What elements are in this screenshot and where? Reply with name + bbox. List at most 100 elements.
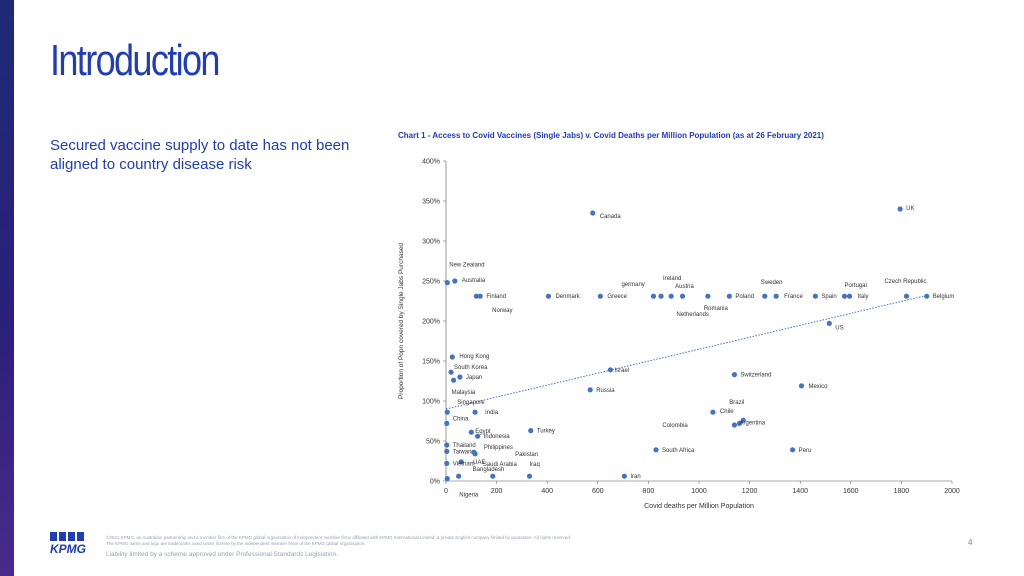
point-label: Portugal	[844, 283, 866, 289]
data-point	[472, 409, 478, 415]
point-label: Mexico	[808, 384, 828, 390]
data-point	[448, 369, 454, 375]
footer-liability: Liability limited by a scheme approved u…	[106, 551, 338, 558]
data-point	[607, 367, 614, 373]
data-point	[477, 293, 483, 299]
point-label: UK	[906, 206, 914, 212]
point-label: Hong Kong	[459, 354, 489, 360]
slide-title: Introduction	[50, 36, 221, 85]
data-point	[526, 473, 533, 479]
data-point	[444, 448, 450, 454]
y-tick-label: 0%	[430, 479, 440, 486]
point-label: Russia	[596, 388, 615, 394]
data-point	[450, 377, 457, 383]
data-point	[812, 293, 818, 299]
data-point	[726, 293, 732, 299]
data-point	[897, 206, 903, 212]
point-label: China	[453, 416, 469, 422]
point-label: Israel	[614, 368, 629, 374]
data-point	[475, 433, 481, 439]
point-label: Taiwan	[453, 449, 472, 455]
point-label: Malaysia	[452, 390, 476, 396]
point-label: Nigeria	[459, 493, 479, 499]
kpmg-logo: KPMG	[50, 532, 90, 556]
point-label: Argentina	[739, 420, 765, 426]
point-label: New Zealand	[449, 263, 484, 269]
data-point	[490, 473, 496, 479]
data-point	[653, 447, 659, 453]
y-tick-label: 200%	[422, 319, 440, 326]
y-tick-label: 100%	[422, 399, 440, 406]
point-label: Singapore	[457, 400, 485, 406]
point-label: Czech Republic	[884, 279, 926, 285]
point-label: Chile	[720, 409, 734, 415]
point-label: Iraq	[529, 462, 539, 468]
slide-subtitle: Secured vaccine supply to date has not b…	[50, 137, 350, 173]
point-label: Bangladesh	[473, 467, 505, 473]
point-label: Philippines	[484, 445, 513, 451]
data-point	[841, 293, 848, 299]
x-tick-label: 1800	[894, 488, 910, 495]
point-label: Norway	[492, 308, 512, 314]
chart-title: Chart 1 - Access to Covid Vaccines (Sing…	[398, 131, 824, 140]
data-point	[449, 354, 455, 360]
point-label: Italy	[858, 294, 869, 300]
page-number: 4	[968, 538, 973, 547]
x-axis-label: Covid deaths per Million Population	[644, 503, 754, 510]
point-label: Indonesia	[484, 434, 511, 440]
x-tick-label: 1600	[843, 488, 859, 495]
data-point	[621, 473, 627, 479]
data-point	[528, 428, 534, 434]
data-point	[668, 293, 674, 299]
point-label: Colombia	[662, 423, 688, 429]
y-tick-label: 250%	[422, 279, 440, 286]
data-point	[740, 417, 746, 423]
data-point	[452, 278, 458, 284]
disclaimer-line-1: ©2021 KPMG, an Australian partnership an…	[106, 535, 571, 540]
data-point	[444, 280, 450, 286]
point-label: UAE	[473, 460, 485, 466]
disclaimer-line-2: The KPMG name and logo are trademarks us…	[106, 541, 366, 546]
data-point	[903, 293, 910, 299]
point-label: Egypt	[475, 429, 491, 435]
data-point	[444, 409, 450, 415]
point-label: Poland	[735, 294, 754, 300]
point-label: US	[835, 325, 843, 331]
data-point	[731, 372, 738, 378]
point-label: Saudi Arabia	[483, 462, 518, 468]
data-point	[472, 451, 478, 457]
y-tick-label: 300%	[422, 239, 440, 246]
point-label: Spain	[821, 294, 836, 300]
data-point	[458, 459, 464, 465]
point-label: Austria	[675, 284, 694, 290]
data-point	[590, 210, 596, 216]
point-label: Denmark	[555, 294, 580, 300]
point-label: France	[784, 294, 803, 300]
point-label: South Korea	[454, 365, 488, 371]
data-point	[798, 383, 805, 389]
data-point	[457, 374, 463, 380]
x-tick-label: 1200	[742, 488, 758, 495]
data-point	[736, 420, 743, 426]
data-point	[762, 293, 768, 299]
x-tick-label: 0	[444, 488, 448, 495]
y-tick-label: 400%	[422, 159, 440, 166]
y-tick-label: 350%	[422, 199, 440, 206]
left-accent-bar	[0, 0, 14, 576]
point-label: Romania	[704, 306, 729, 312]
point-label: Japan	[466, 375, 482, 381]
trendline	[445, 294, 927, 410]
y-tick-label: 150%	[422, 359, 440, 366]
y-tick-label: 50%	[426, 439, 440, 446]
data-point	[468, 429, 474, 435]
point-label: Brazil	[729, 400, 744, 406]
data-point	[658, 293, 664, 299]
data-point	[790, 447, 796, 453]
data-point	[597, 293, 603, 299]
point-label: Peru	[799, 448, 812, 454]
x-tick-label: 2000	[944, 488, 960, 495]
data-point	[846, 293, 853, 299]
data-point	[444, 420, 450, 426]
x-tick-label: 200	[491, 488, 503, 495]
x-tick-label: 1400	[792, 488, 808, 495]
